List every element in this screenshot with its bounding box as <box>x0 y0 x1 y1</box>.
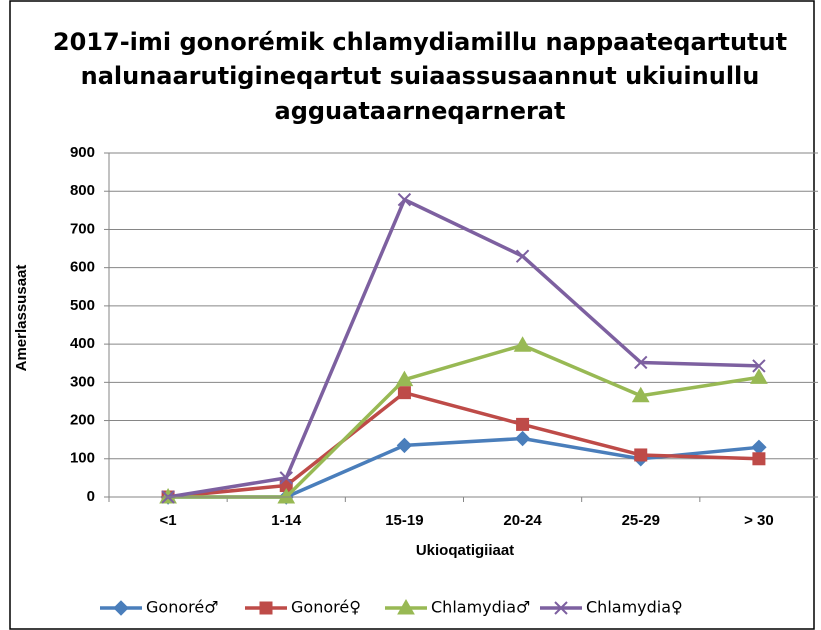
marker <box>750 368 768 384</box>
chart-title: 2017-imi gonorémik chlamydiamillu nappaa… <box>53 28 787 56</box>
x-tick-label: 20-24 <box>503 512 542 529</box>
y-axis-label: Amerlassusaat <box>13 265 30 372</box>
marker <box>634 355 648 370</box>
legend-label: Gonoré♂ <box>146 598 219 617</box>
marker <box>396 437 413 454</box>
legend-label: Gonoré♀ <box>291 598 361 617</box>
series-line <box>167 197 759 499</box>
marker <box>514 430 531 447</box>
marker <box>516 417 530 431</box>
marker <box>631 386 650 403</box>
marker <box>515 249 530 263</box>
marker <box>397 192 412 207</box>
marker <box>513 336 532 352</box>
x-tick-label: > 30 <box>744 512 774 529</box>
marker <box>752 359 766 373</box>
y-tick-label: 800 <box>70 182 95 199</box>
legend-marker <box>554 601 568 615</box>
y-tick-label: 600 <box>70 259 95 276</box>
y-tick-label: 100 <box>70 450 95 467</box>
y-tick-label: 900 <box>70 144 95 161</box>
marker <box>397 386 411 400</box>
marker <box>634 448 648 462</box>
y-tick-label: 700 <box>70 220 95 237</box>
x-tick-label: 15-19 <box>385 512 423 529</box>
legend-marker <box>259 601 273 615</box>
x-tick-label: 1-14 <box>271 512 302 529</box>
chart-title: nalunaarutigineqartut suiaassusaannut uk… <box>81 62 760 90</box>
marker <box>277 487 296 504</box>
y-tick-label: 500 <box>70 297 95 314</box>
y-tick-label: 200 <box>70 412 95 429</box>
marker <box>395 370 414 387</box>
marker <box>279 471 293 485</box>
y-tick-label: 300 <box>70 373 95 390</box>
y-tick-label: 0 <box>87 488 95 505</box>
legend-marker <box>397 598 415 615</box>
marker <box>752 452 766 466</box>
legend-marker <box>113 600 129 616</box>
series-line <box>167 390 759 499</box>
chart-title: agguataarneqarnerat <box>275 97 566 125</box>
chart-border <box>9 0 815 630</box>
x-axis-label: Ukioqatigiiaat <box>416 542 514 559</box>
x-tick-label: <1 <box>160 512 177 529</box>
y-tick-label: 400 <box>70 335 95 352</box>
legend-label: Chlamydia♂ <box>431 598 530 617</box>
legend-label: Chlamydia♀ <box>586 598 683 617</box>
x-tick-label: 25-29 <box>622 512 660 529</box>
